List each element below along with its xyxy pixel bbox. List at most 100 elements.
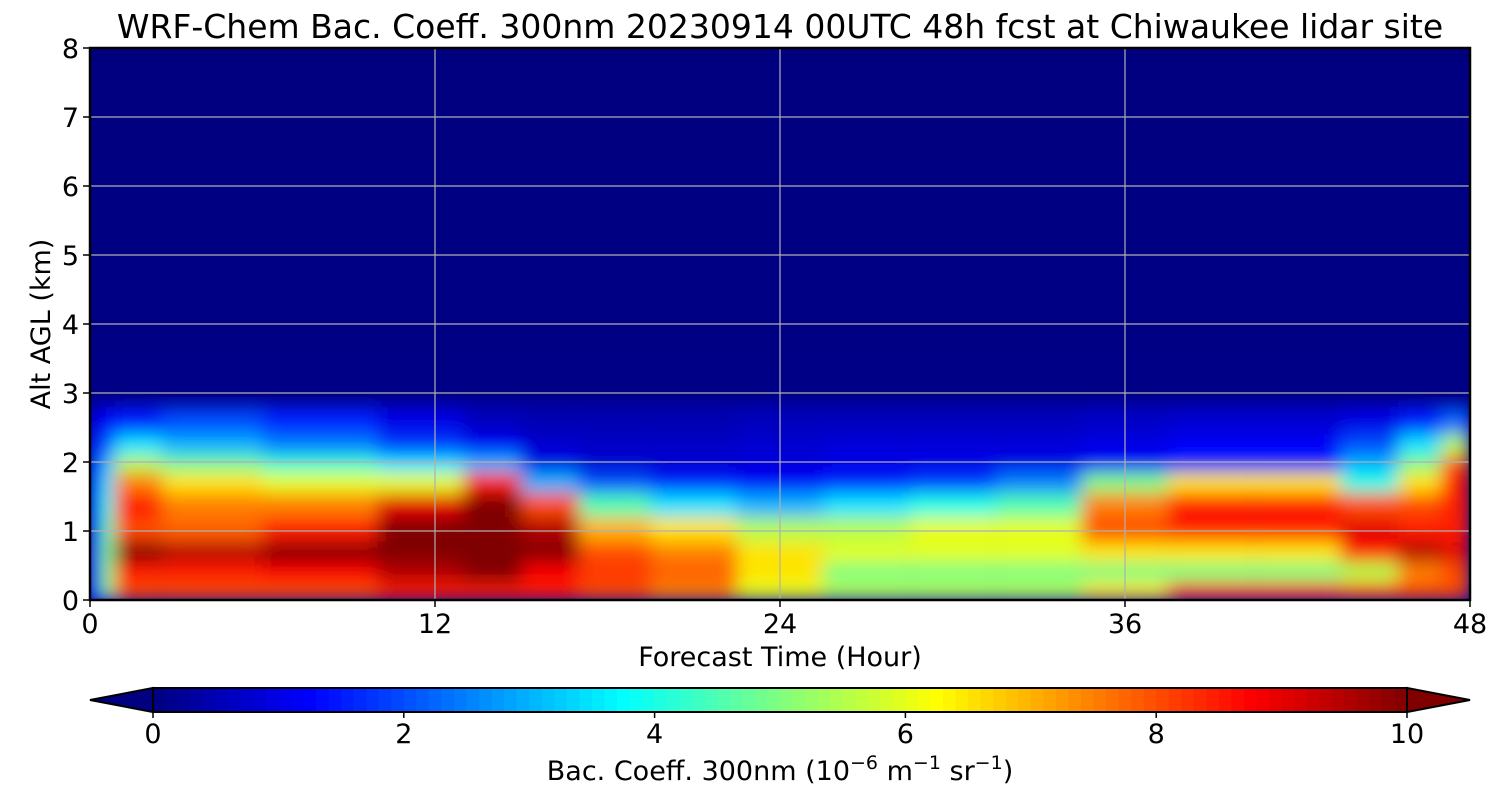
x-tick-label: 48: [1453, 609, 1487, 640]
colorbar-cell: [1193, 688, 1207, 712]
heatmap-cell: [823, 434, 910, 456]
colorbar-cell: [579, 688, 593, 712]
heatmap-cell: [521, 434, 579, 456]
colorbar-cell: [265, 688, 279, 712]
heatmap-cell: [262, 582, 378, 600]
heatmap-cell: [578, 541, 651, 563]
colorbar-tick-label: 2: [395, 719, 412, 750]
heatmap-cell: [1340, 562, 1399, 583]
colorbar-cell: [303, 688, 317, 712]
heatmap-cell: [1398, 582, 1442, 600]
chart-title: WRF-Chem Bac. Coeff. 300nm 20230914 00UT…: [117, 7, 1443, 46]
heatmap-cell: [578, 562, 651, 583]
colorbar-cell: [466, 688, 480, 712]
heatmap-cell: [1441, 562, 1470, 583]
colorbar-cell: [742, 688, 756, 712]
colorbar-cell: [278, 688, 292, 712]
heatmap-cell: [1398, 472, 1442, 494]
colorbar-cell: [993, 688, 1007, 712]
colorbar-cell: [491, 688, 505, 712]
x-tick-label: 12: [418, 609, 452, 640]
heatmap-cell: [1398, 406, 1442, 435]
colorbar-cell: [604, 688, 618, 712]
colorbar-cell: [504, 688, 518, 712]
heatmap-cell: [1441, 541, 1470, 563]
heatmap-cells: [90, 406, 1470, 600]
heatmap-cell: [909, 517, 996, 542]
heatmap-cell: [262, 406, 378, 435]
colorbar-cell: [1043, 688, 1057, 712]
heatmap-cell: [1340, 434, 1399, 456]
x-axis-label: Forecast Time (Hour): [638, 642, 922, 673]
colorbar-cell: [203, 688, 217, 712]
colorbar-cell: [1269, 688, 1283, 712]
colorbar-cell: [165, 688, 179, 712]
x-tick-label: 36: [1108, 609, 1142, 640]
heatmap-cell: [1168, 517, 1255, 542]
heatmap-cell: [521, 582, 579, 600]
colorbar-cell: [1005, 688, 1019, 712]
y-axis-ticks: 0 1 2 3 4 5 6 7 8: [62, 34, 90, 617]
heatmap-cell: [114, 541, 162, 563]
heatmap-cell: [90, 493, 101, 518]
colorbar-cell: [378, 688, 392, 712]
colorbar-cell: [153, 688, 167, 712]
colorbar-cell: [190, 688, 204, 712]
heatmap-cell: [90, 517, 101, 542]
heatmap-cell: [100, 455, 115, 473]
heatmap-cell: [377, 582, 464, 600]
colorbar-cell: [341, 688, 355, 712]
heatmap-cell: [262, 455, 378, 473]
heatmap-cell: [521, 455, 579, 473]
heatmap-cell: [650, 517, 737, 542]
colorbar-cell: [754, 688, 769, 712]
heatmap-cell: [90, 455, 101, 473]
heatmap-cell: [823, 562, 910, 583]
heatmap-cell: [161, 582, 263, 600]
colorbar-cell: [1394, 688, 1408, 712]
colorbar-cell: [240, 688, 254, 712]
colorbar-cell: [1143, 688, 1157, 712]
y-tick-label: 6: [62, 172, 79, 203]
heatmap-cell: [377, 493, 464, 518]
heatmap-cell: [377, 455, 464, 473]
heatmap-cell: [161, 541, 263, 563]
heatmap-cell: [995, 472, 1082, 494]
colorbar-cell: [1231, 688, 1245, 712]
colorbar-cell: [428, 688, 443, 712]
heatmap-cell: [114, 472, 162, 494]
heatmap-cell: [1441, 455, 1470, 473]
heatmap-cell: [650, 493, 737, 518]
heatmap-cell: [100, 541, 115, 563]
colorbar-cell: [1356, 688, 1370, 712]
heatmap-cell: [823, 517, 910, 542]
colorbar-cell: [780, 688, 794, 712]
heatmap-cell: [161, 493, 263, 518]
heatmap-cell: [1168, 406, 1255, 435]
heatmap-cell: [114, 455, 162, 473]
heatmap-cell: [90, 582, 101, 600]
colorbar-cell: [1369, 688, 1383, 712]
colorbar-cell: [1256, 688, 1270, 712]
colorbar-cell: [667, 688, 681, 712]
heatmap-cell: [463, 472, 522, 494]
colorbar-tick-label: 0: [144, 719, 161, 750]
heatmap-cell: [1168, 582, 1255, 600]
heatmap-cell: [521, 517, 579, 542]
colorbar-cell: [1131, 688, 1145, 712]
heatmap-cell: [521, 562, 579, 583]
y-axis-label: Alt AGL (km): [26, 239, 57, 410]
colorbar-cell: [629, 688, 643, 712]
heatmap-cell: [578, 517, 651, 542]
colorbar-cells: [153, 688, 1408, 712]
heatmap-cell: [995, 455, 1082, 473]
colorbar-cell: [704, 688, 718, 712]
y-tick-label: 7: [62, 103, 79, 134]
colorbar-tick-label: 8: [1148, 719, 1165, 750]
heatmap-cell: [114, 434, 162, 456]
colorbar-cell: [366, 688, 380, 712]
heatmap-cell: [377, 406, 464, 435]
y-tick-label: 4: [62, 310, 79, 341]
heatmap-cell: [909, 434, 996, 456]
heatmap-cell: [1168, 455, 1255, 473]
